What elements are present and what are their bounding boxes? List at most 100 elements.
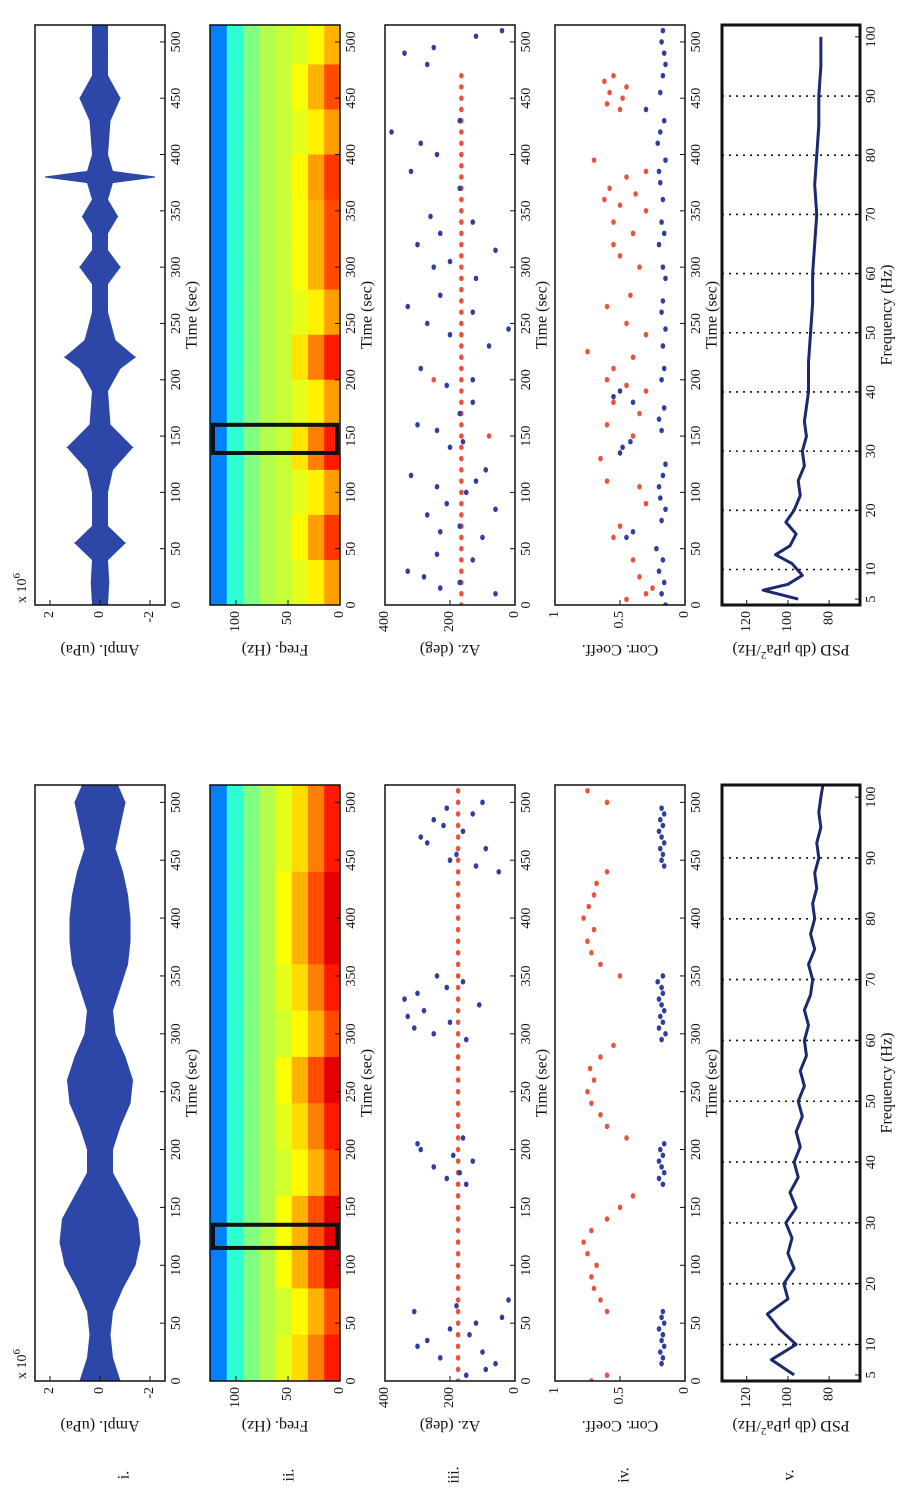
scatter-point — [624, 84, 629, 90]
x-tick-label: 100 — [519, 482, 534, 503]
scatter-point — [659, 376, 664, 383]
scatter-point — [628, 438, 633, 445]
heatmap-cell — [226, 244, 243, 290]
x-tick-label: 50 — [344, 542, 359, 556]
x-tick-label: 60 — [864, 1033, 879, 1047]
scatter-point — [660, 298, 666, 304]
scatter-point — [455, 1088, 461, 1095]
y-axis-label: Corr. Coeff. — [582, 641, 659, 658]
scatter-point — [604, 1372, 610, 1379]
y-axis-label-text: PSD (db μPa — [766, 1417, 849, 1434]
scatter-point — [455, 1227, 461, 1234]
heatmap-cell — [242, 825, 260, 872]
scatter-point — [455, 1262, 461, 1269]
scatter-point — [637, 483, 642, 490]
heatmap-cell — [242, 1056, 260, 1104]
heatmap-cell — [210, 154, 227, 200]
scatter-point — [455, 1158, 461, 1164]
scatter-point — [661, 811, 667, 817]
x-tick-label: 250 — [344, 313, 359, 334]
scatter-point — [455, 1204, 461, 1211]
scatter-point — [659, 1164, 664, 1170]
scatter-point — [459, 467, 464, 473]
heatmap-cell — [210, 1056, 227, 1104]
x-tick-label: 0 — [344, 1378, 359, 1385]
heatmap-cell — [226, 1287, 243, 1335]
scatter-point — [411, 1308, 417, 1315]
scatter-point — [455, 1065, 461, 1072]
heatmap-cell — [307, 1241, 325, 1289]
waveform-envelope — [61, 1195, 139, 1220]
heatmap-cell — [258, 1010, 276, 1057]
scatter-point — [660, 822, 666, 829]
y-axis-label-text: PSD (db μPa — [766, 641, 849, 658]
scatter-point — [660, 557, 666, 563]
y-tick-label: 50 — [280, 611, 295, 625]
scatter-point — [660, 990, 666, 997]
heatmap-cell — [242, 244, 260, 290]
x-tick-label: 0 — [519, 602, 534, 609]
x-tick-label: 350 — [519, 965, 534, 986]
x-tick-label: 450 — [689, 850, 704, 871]
scatter-point — [659, 39, 664, 45]
heatmap-cell — [323, 154, 340, 200]
scatter-point — [455, 996, 461, 1002]
scatter-point — [428, 213, 433, 220]
x-tick-label: 40 — [864, 1155, 879, 1169]
x-tick-label: 200 — [169, 369, 184, 390]
waveform-envelope — [69, 940, 131, 965]
heatmap-cell — [242, 199, 260, 245]
x-tick-label: 250 — [689, 313, 704, 334]
scatter-point — [455, 1146, 461, 1153]
scatter-point — [421, 574, 427, 580]
heatmap-cell — [242, 154, 260, 200]
y-axis-label-text: Corr. Coeff. — [582, 641, 659, 658]
x-tick-label: 0 — [169, 1378, 184, 1385]
scatter-point — [437, 230, 443, 237]
heatmap-cell — [258, 1241, 276, 1289]
waveform-envelope — [69, 894, 131, 919]
heatmap-cell — [275, 63, 292, 110]
x-tick-label: 450 — [344, 88, 359, 109]
x-axis-label: Time (sec) — [534, 1049, 551, 1117]
waveform-envelope — [71, 871, 129, 896]
y-tick-label: 0 — [332, 1387, 347, 1394]
x-tick-label: 150 — [519, 1197, 534, 1218]
psd-line — [761, 36, 823, 601]
scatter-point — [457, 117, 463, 124]
rotated-figure: i. ii. iii. iv. v.05010015020025030035040045… — [11, 23, 896, 1484]
scatter-point — [459, 151, 464, 158]
waveform-envelope — [59, 1218, 141, 1243]
scatter-point — [656, 168, 662, 175]
scatter-point — [459, 129, 464, 135]
scatter-point — [480, 799, 485, 806]
axes-frame — [720, 783, 862, 1383]
scatter-point — [660, 196, 666, 203]
heatmap-cell — [323, 1056, 340, 1104]
x-tick-label: 50 — [519, 1316, 534, 1330]
waveform-envelope — [44, 170, 156, 178]
heatmap-cell — [291, 154, 308, 200]
scatter-point — [415, 1140, 420, 1147]
heatmap-cell — [242, 871, 260, 919]
scatter-point — [656, 1025, 662, 1031]
scatter-point — [455, 1297, 461, 1303]
waveform-envelope — [74, 1033, 126, 1058]
scatter-point — [463, 489, 469, 496]
scatter-point — [455, 1135, 461, 1141]
scatter-point — [455, 938, 461, 945]
waveform-envelope — [84, 1010, 116, 1035]
scatter-point — [459, 343, 464, 349]
heatmap-cell — [323, 25, 340, 65]
waveform-envelope — [66, 1056, 134, 1081]
scatter-point — [459, 264, 464, 270]
scatter-point — [470, 1158, 476, 1164]
heatmap-cell — [258, 1334, 276, 1381]
y-tick-label: 400 — [377, 611, 392, 632]
x-axis-label: Time (sec) — [704, 281, 721, 349]
scatter-point — [447, 1019, 453, 1026]
scatter-point — [661, 579, 667, 586]
scatter-point — [591, 1285, 597, 1292]
scatter-point — [643, 106, 649, 113]
waveform-envelope — [73, 525, 127, 544]
